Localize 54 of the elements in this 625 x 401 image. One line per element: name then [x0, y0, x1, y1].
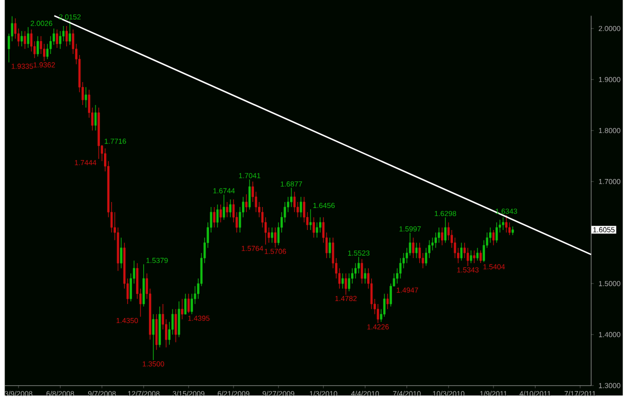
- candlestick: [27, 27, 30, 48]
- candlestick: [415, 242, 418, 259]
- candlestick: [312, 217, 315, 238]
- candlestick: [309, 209, 312, 231]
- candlestick: [222, 194, 226, 220]
- candlestick: [245, 194, 248, 213]
- candlestick: [270, 227, 274, 244]
- candlestick: [328, 238, 331, 259]
- candlestick: [316, 222, 318, 238]
- candlestick: [460, 242, 463, 262]
- candlestick: [274, 227, 276, 248]
- candlestick: [342, 273, 344, 290]
- candlestick: [46, 44, 49, 60]
- candlestick: [20, 30, 23, 47]
- candlestick: [84, 87, 88, 108]
- candlestick: [94, 104, 97, 132]
- candlestick: [444, 217, 446, 244]
- candlestick: [56, 29, 58, 48]
- candlestick: [360, 258, 364, 284]
- candlestick: [184, 294, 187, 315]
- candlestick: [480, 250, 482, 264]
- candlestick: [386, 294, 389, 310]
- candlestick: [120, 238, 122, 269]
- candlestick: [213, 206, 216, 228]
- candlestick: [412, 238, 414, 259]
- candlestick: [152, 314, 154, 361]
- candlestick: [181, 298, 184, 320]
- candlestick: [496, 222, 498, 244]
- candlestick: [473, 250, 476, 264]
- candlestick: [300, 196, 302, 218]
- candlestick: [24, 30, 26, 50]
- candlestick: [216, 204, 219, 228]
- candlestick: [505, 214, 508, 234]
- candlestick: [290, 188, 292, 208]
- candlestick: [441, 227, 444, 246]
- candlestick: [220, 204, 222, 223]
- candlestick: [36, 36, 39, 58]
- candlestick: [229, 199, 232, 218]
- candlestick: [470, 250, 472, 264]
- candlestick: [66, 26, 68, 47]
- candlestick: [344, 273, 347, 296]
- candlestick: [226, 202, 228, 218]
- candlestick: [492, 230, 495, 246]
- candlestick: [319, 217, 322, 234]
- candlestick: [68, 20, 71, 46]
- candlestick: [248, 179, 251, 210]
- candlestick: [502, 217, 504, 231]
- candlestick: [174, 308, 177, 343]
- candlestick: [408, 232, 412, 256]
- candlestick: [476, 248, 479, 262]
- candlestick: [40, 36, 42, 55]
- candlestick: [187, 294, 190, 314]
- candlestick: [508, 222, 511, 236]
- candlestick: [364, 268, 366, 284]
